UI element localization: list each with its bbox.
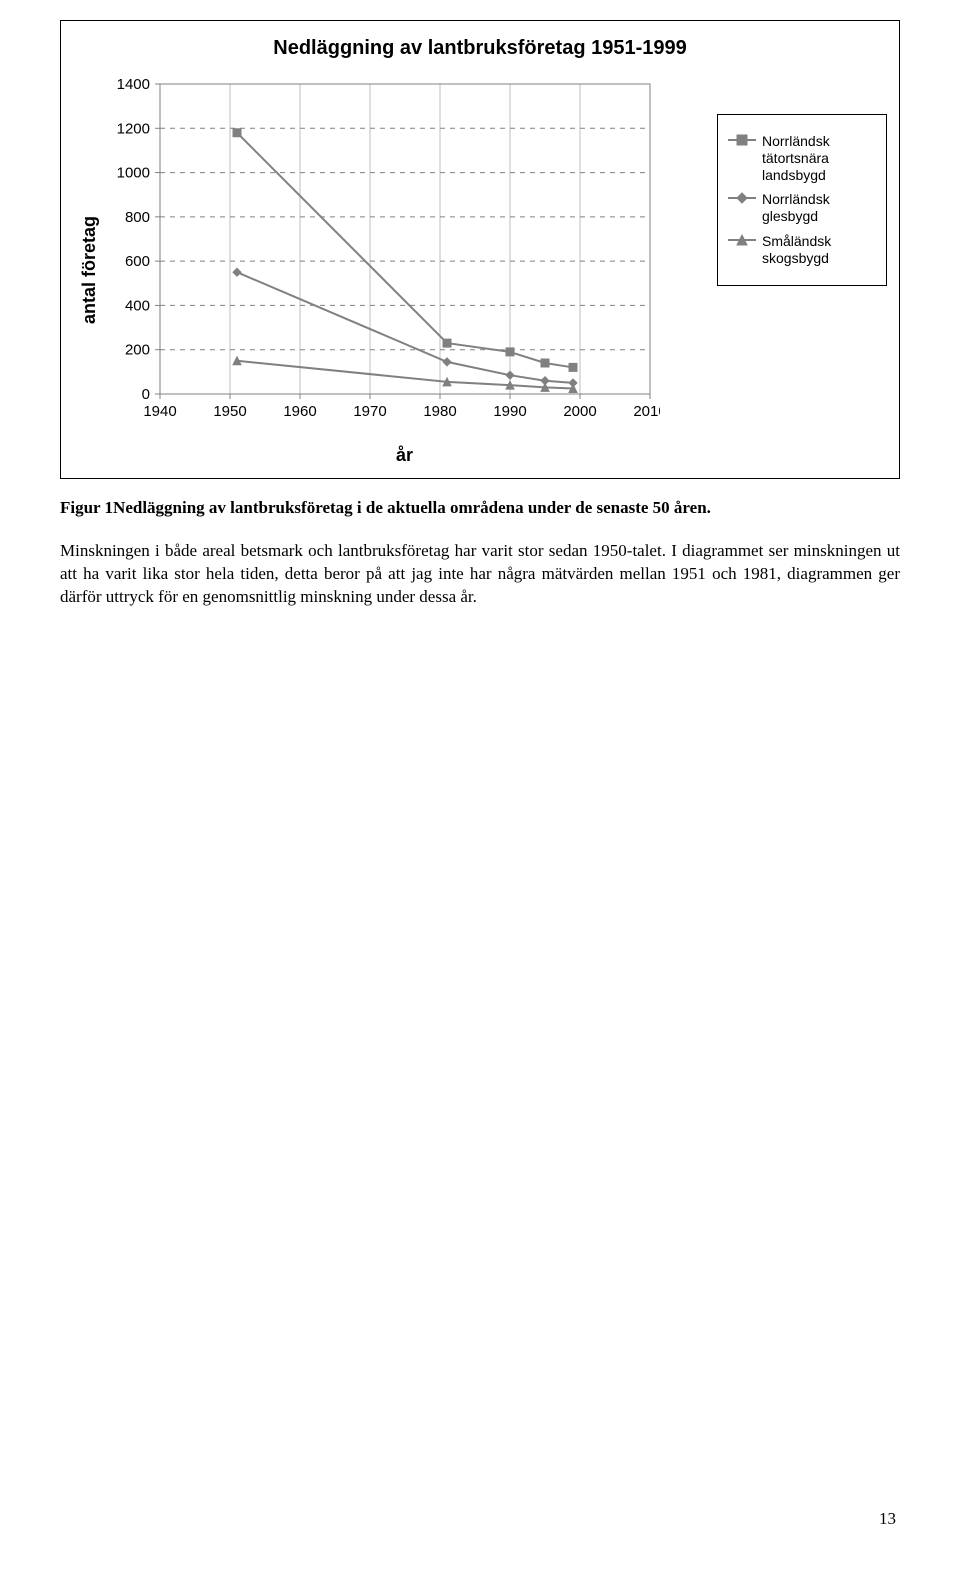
chart-row: antal företag 0 200 400 600 800 1000 1200 1400 1…: [73, 74, 887, 466]
svg-text:800: 800: [125, 209, 150, 226]
x-axis-label: år: [100, 445, 709, 466]
legend-swatch: [728, 191, 756, 205]
svg-text:600: 600: [125, 253, 150, 270]
svg-text:1950: 1950: [213, 403, 246, 420]
body-paragraph: Minskningen i både areal betsmark och la…: [60, 540, 900, 609]
page: Nedläggning av lantbruksföretag 1951-199…: [0, 0, 960, 1569]
svg-text:1200: 1200: [117, 120, 150, 137]
svg-text:0: 0: [142, 386, 150, 403]
page-number: 13: [60, 1509, 900, 1529]
legend-item-tatort: Norrländsk tätortsnära landsbygd: [728, 133, 876, 183]
y-axis-label: antal företag: [73, 74, 100, 466]
svg-text:1960: 1960: [283, 403, 316, 420]
svg-text:1940: 1940: [143, 403, 176, 420]
figure-container: Nedläggning av lantbruksföretag 1951-199…: [60, 20, 900, 479]
svg-text:200: 200: [125, 342, 150, 359]
svg-text:2000: 2000: [563, 403, 596, 420]
legend-label: Norrländsk tätortsnära landsbygd: [762, 133, 876, 183]
chart-title: Nedläggning av lantbruksföretag 1951-199…: [73, 37, 887, 60]
legend: Norrländsk tätortsnära landsbygd Norrländ…: [717, 114, 887, 286]
legend-label: Småländsk skogsbygd: [762, 233, 876, 267]
svg-text:1000: 1000: [117, 165, 150, 182]
legend-swatch: [728, 233, 756, 247]
svg-text:1980: 1980: [423, 403, 456, 420]
legend-label: Norrländsk glesbygd: [762, 191, 876, 225]
svg-text:2010: 2010: [633, 403, 660, 420]
legend-swatch: [728, 133, 756, 147]
chart-plot: 0 200 400 600 800 1000 1200 1400 1940 1950 1960 197…: [100, 74, 709, 466]
svg-text:1970: 1970: [353, 403, 386, 420]
svg-text:1990: 1990: [493, 403, 526, 420]
legend-item-glesbygd: Norrländsk glesbygd: [728, 191, 876, 225]
svg-text:400: 400: [125, 297, 150, 314]
svg-text:1400: 1400: [117, 76, 150, 93]
figure-caption: Figur 1Nedläggning av lantbruksföretag i…: [60, 497, 900, 520]
chart-svg: 0 200 400 600 800 1000 1200 1400 1940 1950 1960 197…: [100, 74, 660, 434]
legend-item-skogsbygd: Småländsk skogsbygd: [728, 233, 876, 267]
